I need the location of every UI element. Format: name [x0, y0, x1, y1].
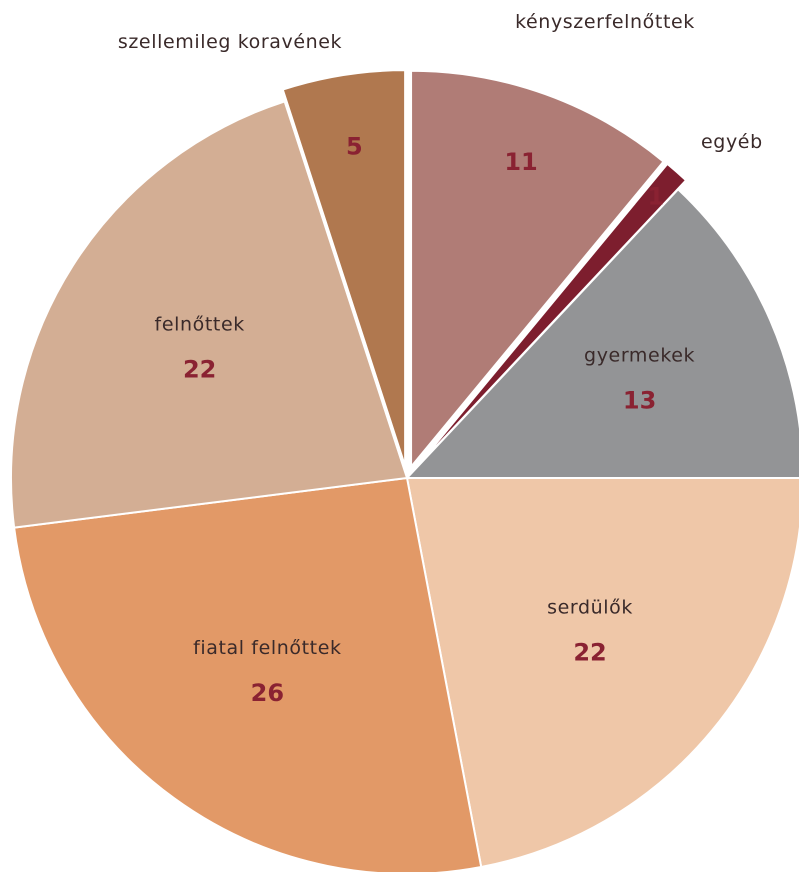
slice-value-felnottek: 22: [183, 355, 216, 383]
slice-value-serdulok: 22: [573, 638, 606, 666]
slice-value-gyermekek: 13: [623, 386, 656, 414]
slice-egyeb: [414, 162, 688, 470]
slice-felnottek: [10, 100, 409, 529]
slice-label-szellemileg-koravenek: szellemileg koravének: [118, 31, 342, 53]
slice-label-gyermekek: gyermekek: [584, 344, 695, 366]
slice-label-fiatal-felnottek: fiatal felnőttek: [193, 637, 342, 659]
slice-gyermekek: [404, 187, 799, 479]
slice-serdulok: [405, 477, 799, 869]
slice-kenyszerfelnottek: [410, 69, 665, 470]
slice-szellemileg-koravenek: [281, 69, 407, 467]
slice-label-felnottek: felnőttek: [155, 313, 245, 335]
slice-fiatal-felnottek: [13, 476, 483, 872]
slice-value-kenyszerfelnottek: 11: [504, 148, 537, 176]
slice-label-egyeb: egyéb: [701, 131, 763, 153]
slice-value-egyeb: 1: [648, 183, 665, 211]
slice-value-szellemileg-koravenek: 5: [346, 132, 363, 160]
slice-value-fiatal-felnottek: 26: [251, 679, 284, 707]
slice-label-kenyszerfelnottek: kényszerfelnőttek: [515, 11, 695, 33]
slice-label-serdulok: serdülők: [547, 596, 633, 618]
